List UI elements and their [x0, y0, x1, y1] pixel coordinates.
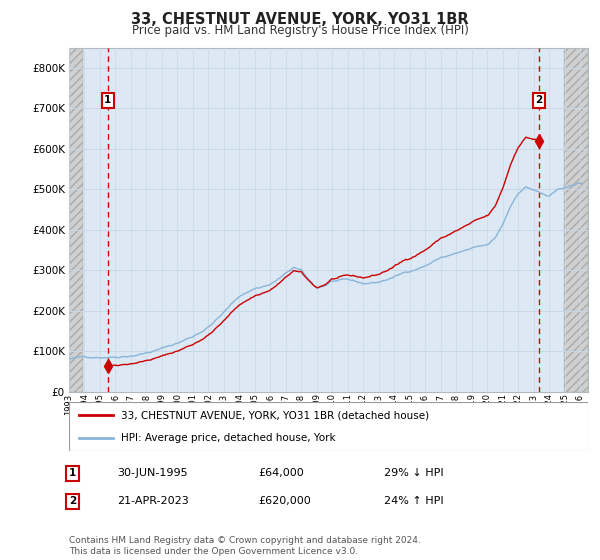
Text: 33, CHESTNUT AVENUE, YORK, YO31 1BR: 33, CHESTNUT AVENUE, YORK, YO31 1BR	[131, 12, 469, 27]
Text: £64,000: £64,000	[258, 468, 304, 478]
Text: 24% ↑ HPI: 24% ↑ HPI	[384, 496, 443, 506]
Bar	[563, 48, 588, 392]
Text: 21-APR-2023: 21-APR-2023	[117, 496, 189, 506]
Text: 2: 2	[535, 95, 542, 105]
Bar	[69, 48, 83, 392]
Text: Price paid vs. HM Land Registry's House Price Index (HPI): Price paid vs. HM Land Registry's House …	[131, 24, 469, 37]
Bar	[69, 48, 83, 392]
Text: 30-JUN-1995: 30-JUN-1995	[117, 468, 188, 478]
Text: 1: 1	[104, 95, 112, 105]
Text: 33, CHESTNUT AVENUE, YORK, YO31 1BR (detached house): 33, CHESTNUT AVENUE, YORK, YO31 1BR (det…	[121, 410, 429, 421]
Text: 1: 1	[69, 468, 76, 478]
Text: 2: 2	[69, 496, 76, 506]
Text: £620,000: £620,000	[258, 496, 311, 506]
Bar	[563, 48, 588, 392]
Text: HPI: Average price, detached house, York: HPI: Average price, detached house, York	[121, 433, 335, 444]
Text: 29% ↓ HPI: 29% ↓ HPI	[384, 468, 443, 478]
Text: Contains HM Land Registry data © Crown copyright and database right 2024.
This d: Contains HM Land Registry data © Crown c…	[69, 536, 421, 556]
